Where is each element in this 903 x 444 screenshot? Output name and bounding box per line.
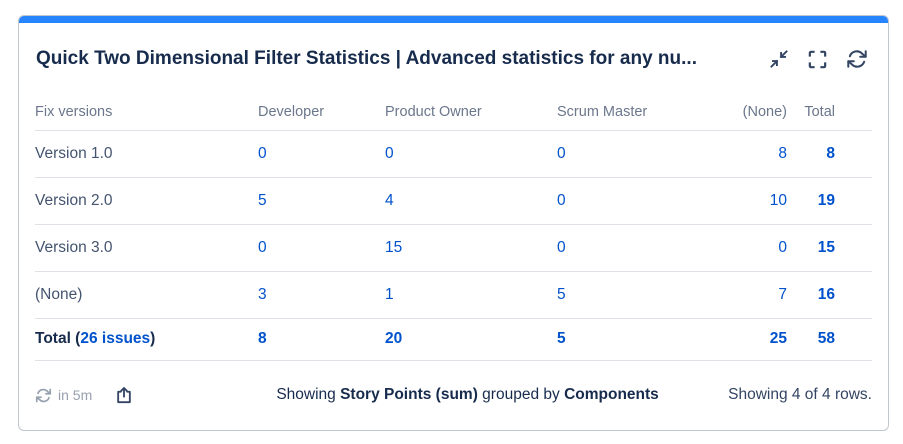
summary-showing-text: Showing — [276, 386, 341, 404]
row-label: Version 2.0 — [35, 177, 258, 225]
total-issues-link[interactable]: 26 issues — [80, 330, 151, 347]
row-label: Version 1.0 — [35, 130, 258, 178]
summary-group-field: Components — [564, 386, 659, 404]
statistics-table: Fix versions Developer Product Owner Scr… — [35, 95, 872, 361]
stat-value-link[interactable]: 1 — [385, 285, 394, 303]
gadget-actions — [769, 48, 868, 71]
gadget-footer: in 5m Showing Story Points (sum) grouped… — [19, 361, 888, 431]
column-total-link[interactable]: 5 — [557, 330, 566, 347]
column-header-product-owner: Product Owner — [385, 95, 557, 131]
refresh-countdown: in 5m — [58, 387, 93, 404]
stat-value-link[interactable]: 0 — [258, 238, 267, 256]
table-row: (None) 3 1 5 7 16 — [35, 271, 872, 319]
column-header-none: (None) — [725, 95, 787, 131]
export-icon — [117, 386, 131, 403]
total-label-text: Total ( — [35, 330, 81, 347]
stat-value-link[interactable]: 0 — [778, 238, 787, 256]
column-total-link[interactable]: 25 — [769, 330, 787, 347]
total-label-suffix: ) — [150, 330, 156, 347]
grand-total-link[interactable]: 58 — [817, 330, 835, 347]
table-total-row: Total (26 issues) 8 20 5 25 58 — [35, 318, 872, 361]
stat-value-link[interactable]: 10 — [769, 191, 787, 209]
column-total-link[interactable]: 20 — [385, 330, 403, 347]
refresh-icon — [35, 388, 52, 403]
auto-refresh-button[interactable] — [35, 387, 52, 404]
column-header-developer: Developer — [258, 95, 385, 131]
stat-value-link[interactable]: 0 — [557, 238, 566, 256]
stat-value-link[interactable]: 5 — [258, 191, 267, 209]
row-label: Version 3.0 — [35, 224, 258, 272]
row-total-link[interactable]: 15 — [817, 238, 835, 256]
collapse-button[interactable] — [769, 49, 789, 69]
refresh-icon — [847, 50, 867, 68]
stat-value-link[interactable]: 15 — [385, 238, 403, 256]
table-row: Version 2.0 5 4 0 10 19 — [35, 177, 872, 225]
grouping-summary: Showing Story Points (sum) grouped by Co… — [207, 386, 728, 404]
two-dimensional-stats-gadget: Quick Two Dimensional Filter Statistics … — [18, 15, 889, 431]
fullscreen-button[interactable] — [806, 48, 829, 71]
row-total-link[interactable]: 19 — [817, 191, 835, 209]
table-header-row: Fix versions Developer Product Owner Scr… — [35, 95, 872, 131]
stat-value-link[interactable]: 0 — [258, 144, 267, 162]
column-header-scrum-master: Scrum Master — [557, 95, 725, 131]
stat-value-link[interactable]: 0 — [385, 144, 394, 162]
column-total-link[interactable]: 8 — [258, 330, 267, 347]
row-total-link[interactable]: 16 — [817, 285, 835, 303]
table-row: Version 3.0 0 15 0 0 15 — [35, 224, 872, 272]
footer-actions: in 5m — [35, 385, 207, 406]
fullscreen-icon — [808, 50, 827, 68]
column-header-total: Total — [787, 95, 872, 131]
summary-measure: Story Points (sum) — [340, 386, 478, 404]
stat-value-link[interactable]: 7 — [778, 285, 787, 303]
row-total-link[interactable]: 8 — [826, 144, 835, 162]
row-label: (None) — [35, 271, 258, 319]
stat-value-link[interactable]: 0 — [557, 191, 566, 209]
stat-value-link[interactable]: 8 — [778, 144, 787, 162]
export-button[interactable] — [114, 385, 134, 406]
summary-grouped-by-text: grouped by — [477, 386, 565, 404]
stat-value-link[interactable]: 4 — [385, 191, 394, 209]
gadget-title: Quick Two Dimensional Filter Statistics … — [36, 48, 697, 69]
rows-summary: Showing 4 of 4 rows. — [728, 386, 872, 404]
table-row: Version 1.0 0 0 0 8 8 — [35, 130, 872, 178]
stat-value-link[interactable]: 3 — [258, 285, 267, 303]
stat-value-link[interactable]: 5 — [557, 285, 566, 303]
column-header-fix-versions: Fix versions — [35, 95, 258, 131]
refresh-button[interactable] — [846, 48, 868, 70]
total-row-label: Total (26 issues) — [35, 318, 258, 361]
gadget-accent-bar — [19, 16, 888, 23]
stat-value-link[interactable]: 0 — [557, 144, 566, 162]
collapse-icon — [770, 50, 788, 68]
gadget-header: Quick Two Dimensional Filter Statistics … — [19, 23, 888, 95]
